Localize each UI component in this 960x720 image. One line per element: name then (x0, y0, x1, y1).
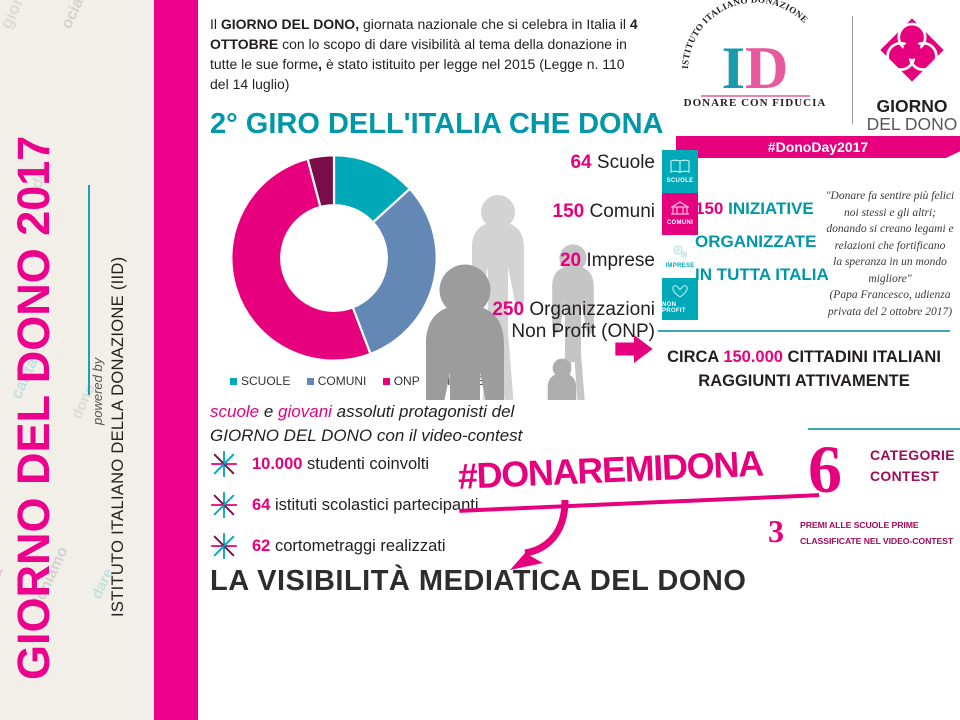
svg-text:nazionale: nazionale (0, 0, 1, 62)
svg-text:ID: ID (722, 35, 789, 101)
svg-text:fiducia: fiducia (0, 564, 7, 622)
svg-text:donano: donano (0, 161, 4, 232)
svg-text:giornata: giornata (0, 0, 42, 32)
svg-text:ociale: ociale (58, 0, 93, 32)
